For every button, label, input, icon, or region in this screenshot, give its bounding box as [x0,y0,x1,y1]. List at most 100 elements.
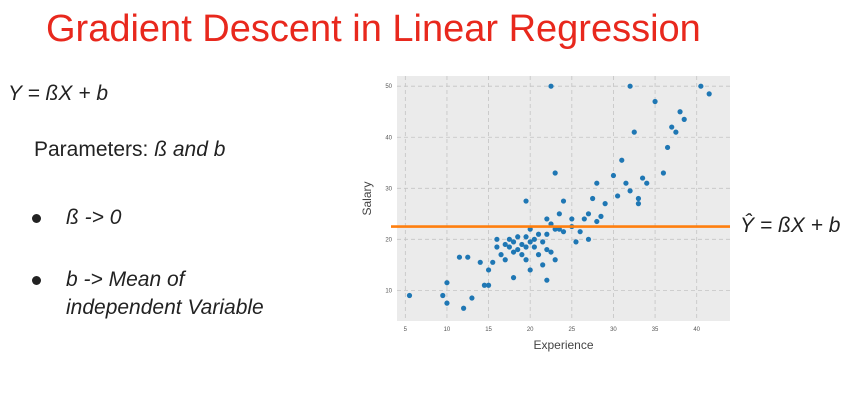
data-point [544,246,550,253]
x-tick-label: 20 [527,327,534,333]
data-point [506,236,512,242]
data-point [602,201,608,207]
data-point [585,211,592,217]
data-point [523,244,529,250]
x-axis-label: Experience [533,338,593,352]
data-point [669,124,675,130]
data-point [635,201,642,207]
bullet-item-beta: ß -> 0 [28,204,264,232]
data-point [577,229,583,235]
data-point [444,300,450,306]
data-point [527,239,533,245]
data-point [540,239,546,245]
x-tick-label: 30 [610,327,617,333]
y-tick-label: 30 [385,186,392,192]
x-tick-label: 40 [693,327,700,333]
data-point [540,262,546,268]
data-point [681,116,687,122]
bullet-dot-icon [32,214,41,223]
data-point [531,236,537,242]
data-point [544,231,550,237]
data-point [494,236,500,242]
data-point [481,282,488,288]
bullet-list: ß -> 0 b -> Mean of independent Variable [28,204,264,322]
data-point [477,259,483,265]
x-tick-label: 10 [444,327,451,333]
y-tick-label: 10 [385,288,392,294]
data-point [523,234,529,240]
data-point [706,91,712,97]
data-point [560,229,567,235]
data-point [494,244,500,250]
data-point [531,244,537,250]
data-point [461,305,467,311]
data-point [519,252,525,258]
scatter-chart: 5 10 15 20 25 30 35 40 10 20 30 40 50 Experience Salar… [360,76,730,352]
y-tick-label: 20 [385,237,392,243]
data-point [556,211,562,217]
data-point [581,216,587,222]
data-point [519,241,525,248]
data-point [523,257,529,263]
parameters-label: Parameters: [34,138,155,161]
data-point [660,170,666,176]
data-point [485,282,492,288]
data-point [515,234,521,240]
data-point [469,295,475,301]
data-point [560,198,567,204]
data-point [552,257,558,263]
data-point [631,129,637,135]
data-point [594,218,600,225]
data-point [510,249,517,255]
data-point [498,252,504,258]
data-point [502,257,508,263]
x-tick-label: 15 [485,327,492,333]
bullet-text-line1: b -> Mean of [66,268,185,291]
data-point [485,267,492,273]
data-point [456,254,463,260]
data-point [673,129,679,135]
data-point [548,249,554,255]
bullet-text-line2: independent Variable [66,296,264,319]
data-point [610,172,617,179]
x-tick-label: 35 [652,327,659,333]
bullet-item-b: b -> Mean of independent Variable [28,266,264,322]
data-point [652,98,658,105]
data-point [515,246,521,253]
data-point [585,236,592,242]
x-tick-label: 25 [568,327,575,333]
data-point [573,239,579,245]
data-point [623,180,629,186]
y-tick-label: 40 [385,135,392,141]
slide-title: Gradient Descent in Linear Regression [46,8,701,50]
data-point [406,292,413,299]
data-point [506,244,512,250]
data-point [619,157,625,163]
data-point [627,83,633,89]
data-point [527,267,533,273]
x-tick-label: 5 [404,327,408,333]
data-point [544,277,550,283]
data-point [502,241,508,248]
data-point [490,259,496,265]
y-axis-label: Salary [360,181,374,215]
data-point [594,180,600,186]
data-point [440,292,446,299]
data-point [544,216,550,222]
fit-line-label: Ŷ = ßX + b [740,214,841,237]
parameters-value: ß and b [154,138,226,161]
data-point [548,83,554,89]
data-point [510,239,517,245]
y-tick-label: 50 [385,84,392,90]
data-point [552,170,558,176]
data-point [615,193,621,199]
data-point [664,144,671,151]
data-point [569,216,575,222]
data-point [635,195,642,202]
data-point [535,231,542,237]
data-point [465,254,471,260]
bullet-dot-icon [32,276,41,285]
data-point [598,213,604,219]
data-point [639,175,646,181]
parameters-line: Parameters: ß and b [34,138,225,162]
